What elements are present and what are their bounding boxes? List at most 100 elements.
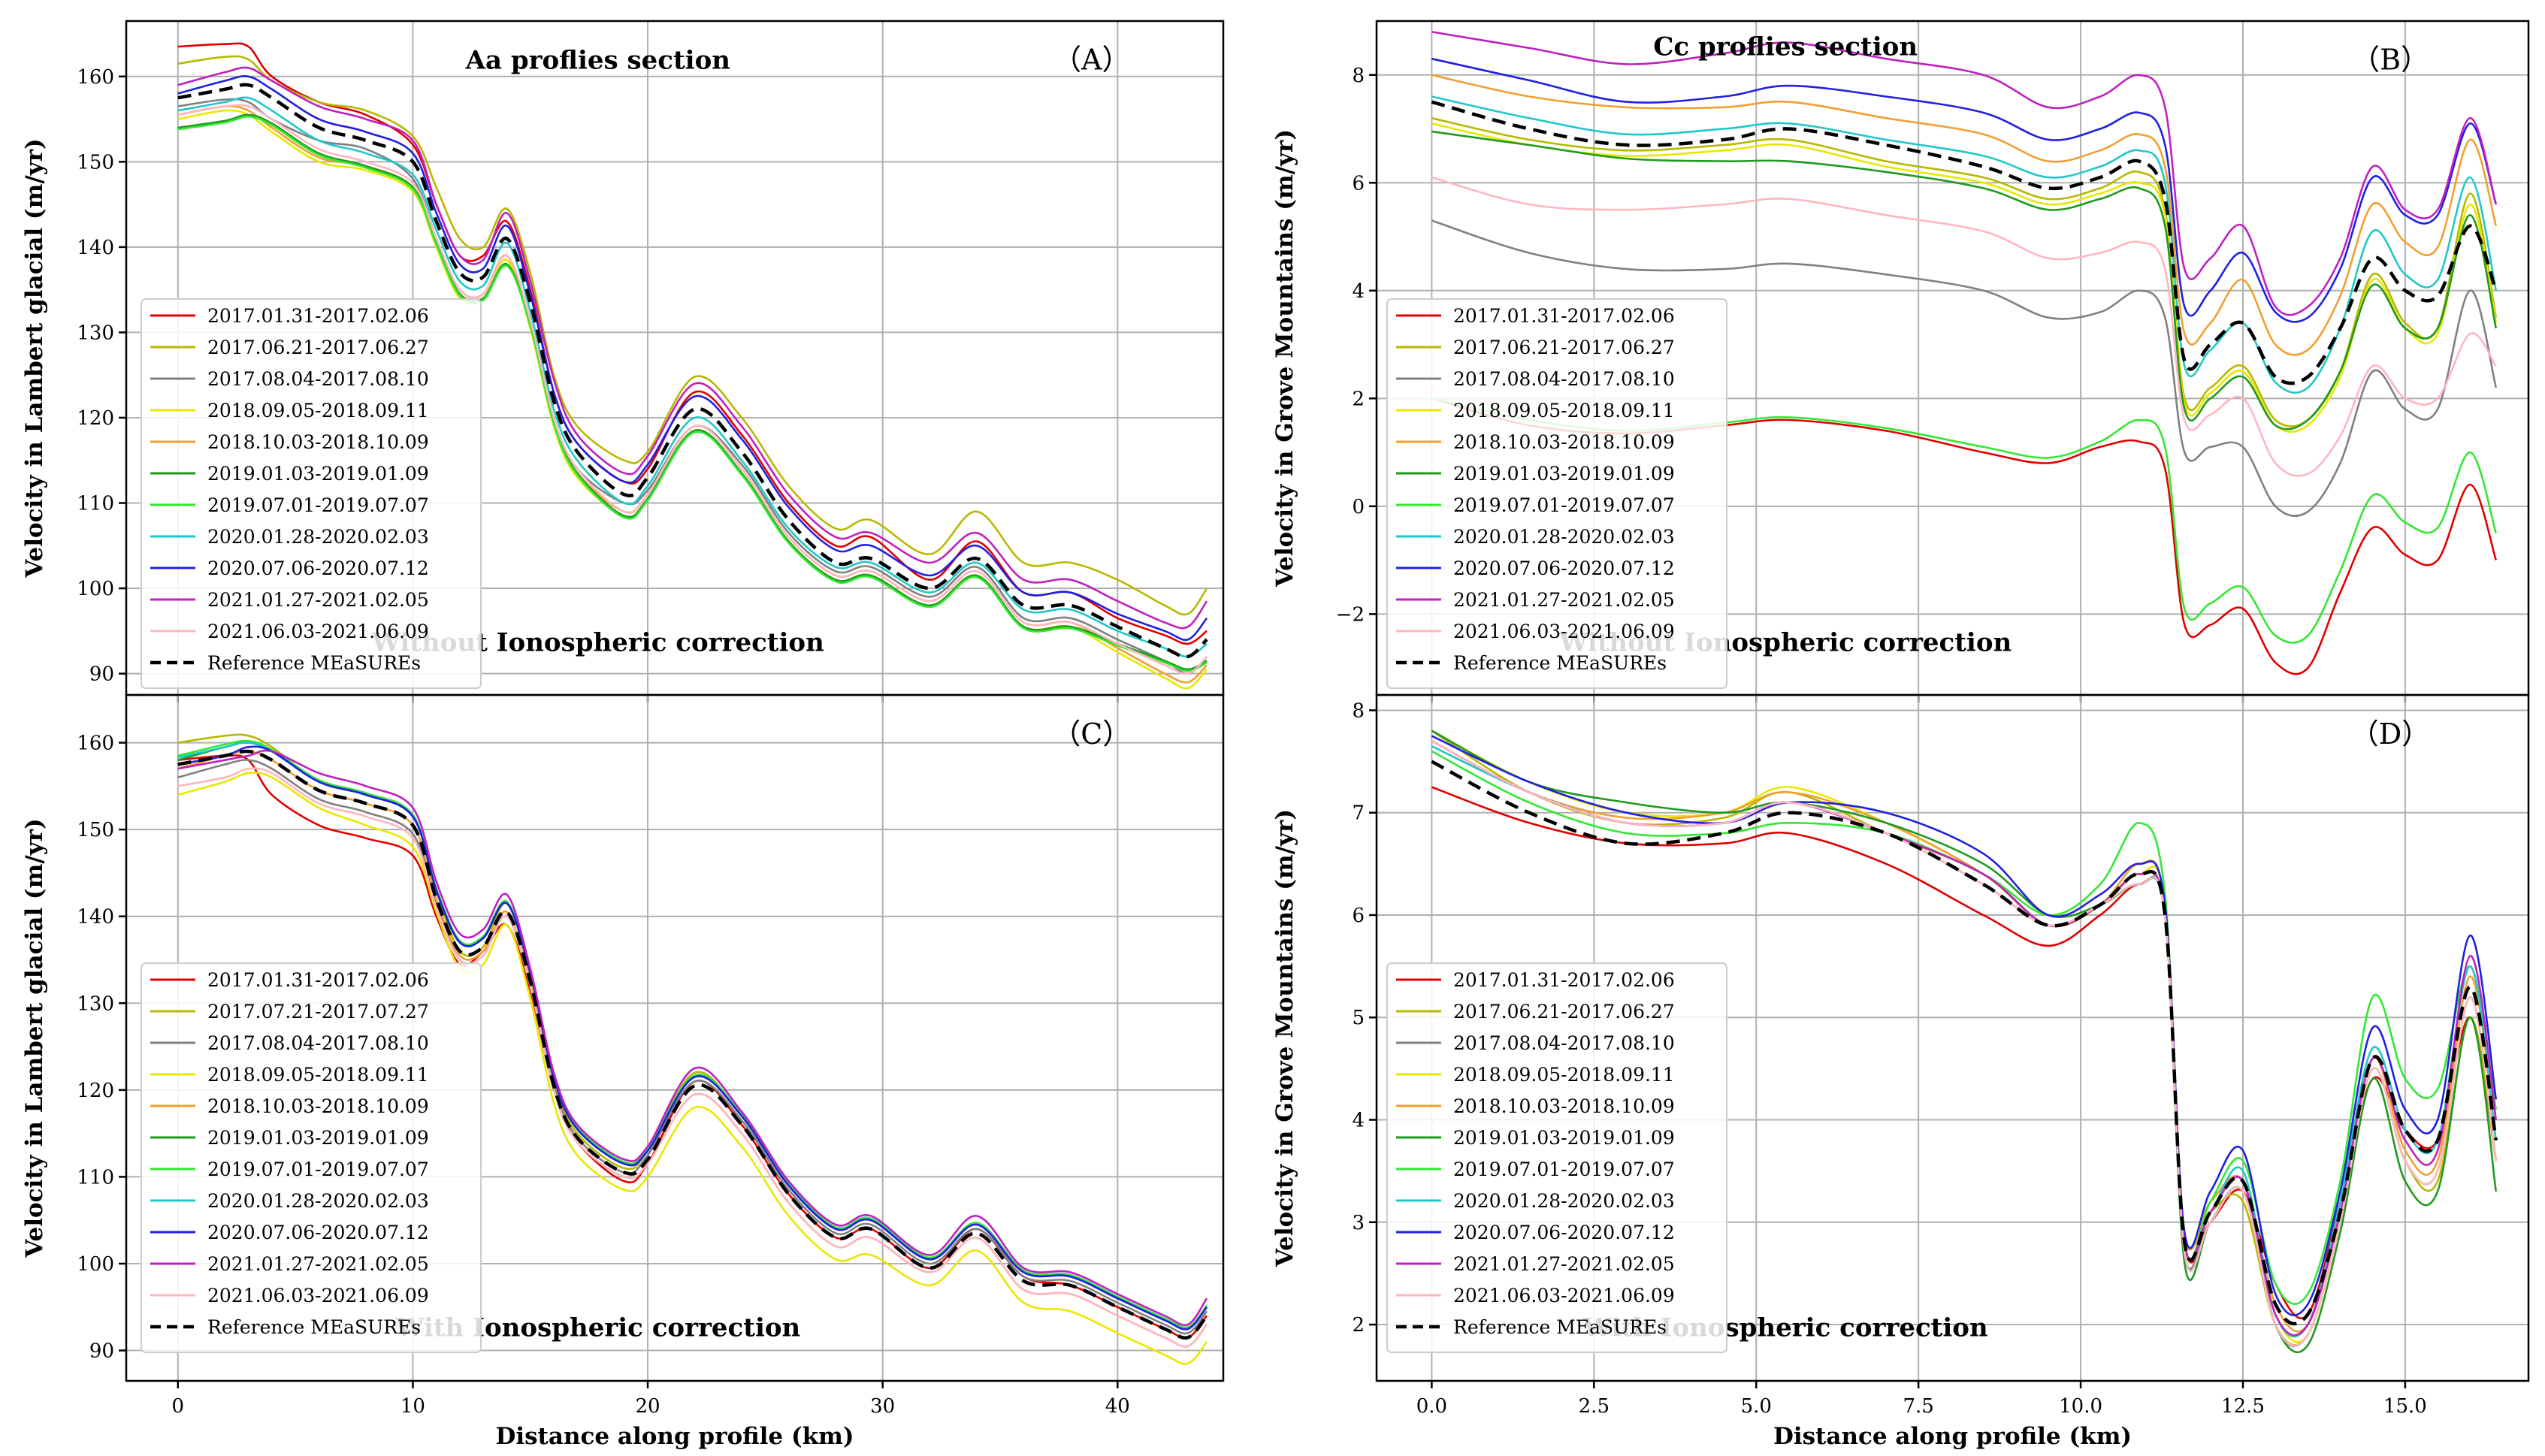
panel-title: Aa proflies section <box>465 45 730 75</box>
series-line-reference <box>177 749 1208 1340</box>
legend-entry: 2021.06.03-2021.06.09 <box>207 621 429 642</box>
series-line-7 <box>177 739 1208 1329</box>
legend-entry: 2020.07.06-2020.07.12 <box>1453 1222 1675 1243</box>
legend-entry: 2017.08.04-2017.08.10 <box>1453 368 1675 390</box>
legend-entry: 2018.10.03-2018.10.09 <box>207 431 429 453</box>
legend-entry: 2021.06.03-2021.06.09 <box>1453 1285 1675 1306</box>
legend-entry: 2020.01.28-2020.02.03 <box>207 1190 429 1212</box>
x-tick-label: 30 <box>870 1395 895 1418</box>
x-tick-label: 5.0 <box>1741 1395 1772 1418</box>
series-line-7 <box>1431 397 2498 644</box>
y-tick-label: 90 <box>89 663 114 686</box>
legend-entry: 2018.10.03-2018.10.09 <box>1453 1095 1675 1117</box>
series-line-3 <box>1431 219 2498 518</box>
x-axis-label: Distance along profile (km) <box>495 1423 854 1450</box>
series-line-9 <box>1431 735 2498 1316</box>
panel-d: 2 3 4 5 6 7 8 0.0 2.5 5.0 7.5 10.0 12.5 15.0 Velocity … <box>1271 693 2530 1450</box>
y-axis-label: Velocity in Lambert glacial (m/yr) <box>21 818 48 1258</box>
legend: 2017.01.31-2017.02.06 2017.07.21-2017.07.… <box>141 962 482 1353</box>
x-tick-label: 0.0 <box>1416 1395 1447 1418</box>
legend-entry: 2019.01.03-2019.01.09 <box>207 1127 429 1149</box>
legend-entry: Reference MEaSUREs <box>1453 1316 1667 1338</box>
panel-c: 90 100 110 120 130 140 150 160 0 10 20 30 40 Velocity… <box>21 693 1225 1450</box>
y-tick-label: 3 <box>1352 1212 1365 1234</box>
series-line-6 <box>177 113 1208 671</box>
series-line-9 <box>177 75 1208 642</box>
y-tick-label: 160 <box>77 66 114 89</box>
legend-entry: 2020.07.06-2020.07.12 <box>207 1222 429 1243</box>
x-tick-label: 10 <box>400 1395 425 1418</box>
legend: 2017.01.31-2017.02.06 2017.06.21-2017.06.… <box>141 298 482 689</box>
legend-entry: 2019.07.01-2019.07.07 <box>1453 494 1675 516</box>
series-line-11 <box>177 767 1208 1348</box>
legend-entry: 2021.01.27-2021.02.05 <box>207 589 429 611</box>
legend-entry: 2018.09.05-2018.09.11 <box>1453 400 1675 421</box>
y-tick-label: 7 <box>1352 802 1365 825</box>
legend-entry: 2018.09.05-2018.09.11 <box>1453 1064 1675 1086</box>
legend-entry: 2021.01.27-2021.02.05 <box>1453 589 1675 611</box>
legend-entry: 2017.01.31-2017.02.06 <box>207 305 429 327</box>
series-line-6 <box>1431 130 2498 430</box>
x-tick-label: 7.5 <box>1903 1395 1933 1418</box>
legend-entry: 2017.08.04-2017.08.10 <box>1453 1032 1675 1054</box>
legend-entry: 2021.06.03-2021.06.09 <box>207 1285 429 1306</box>
y-tick-label: 100 <box>77 1253 114 1276</box>
y-tick-label: 150 <box>77 151 114 174</box>
legend-entry: 2017.06.21-2017.06.27 <box>1453 1001 1675 1023</box>
legend-entry: 2017.01.31-2017.02.06 <box>207 969 429 991</box>
series-line-9 <box>1431 57 2498 323</box>
legend-entry: 2017.08.04-2017.08.10 <box>207 1032 429 1054</box>
x-tick-label: 10.0 <box>2059 1395 2102 1418</box>
panel-letter: （B） <box>2351 43 2429 76</box>
legend-entry: 2021.06.03-2021.06.09 <box>1453 621 1675 642</box>
panel-letter: （C） <box>1052 717 1131 751</box>
y-tick-label: 8 <box>1352 65 1365 87</box>
series-line-reference <box>1431 100 2498 385</box>
legend-entry: 2019.07.01-2019.07.07 <box>207 494 429 516</box>
legend-entry: 2017.06.21-2017.06.27 <box>1453 337 1675 358</box>
legend-entry: 2020.01.28-2020.02.03 <box>1453 1190 1675 1212</box>
legend-entry: 2017.01.31-2017.02.06 <box>1453 969 1675 991</box>
series-line-4 <box>177 772 1208 1365</box>
y-axis-label: Velocity in Grove Mountains (m/yr) <box>1271 129 1298 588</box>
x-tick-label: 2.5 <box>1579 1395 1610 1418</box>
series-line-reference <box>177 83 1208 659</box>
y-tick-label: 6 <box>1352 172 1365 195</box>
y-tick-label: 2 <box>1352 388 1365 410</box>
legend-box <box>1386 298 1727 689</box>
legend-box <box>141 962 482 1353</box>
legend-entry: 2018.10.03-2018.10.09 <box>207 1095 429 1117</box>
y-tick-label: 90 <box>89 1340 114 1363</box>
series-line-11 <box>1431 176 2497 477</box>
y-tick-label: 160 <box>77 733 114 755</box>
legend-entry: 2017.08.04-2017.08.10 <box>207 368 429 390</box>
legend-entry: 2020.01.28-2020.02.03 <box>1453 526 1675 548</box>
y-axis-label: Velocity in Lambert glacial (m/yr) <box>21 138 48 578</box>
legend: 2017.01.31-2017.02.06 2017.06.21-2017.06.… <box>1386 298 1727 689</box>
legend-entry: 2021.01.27-2021.02.05 <box>207 1253 429 1275</box>
y-tick-label: 2 <box>1352 1314 1365 1337</box>
series-line-10 <box>177 66 1208 630</box>
y-tick-label: 140 <box>77 237 114 259</box>
y-tick-label: 150 <box>77 819 114 841</box>
legend-entry: 2018.09.05-2018.09.11 <box>207 400 429 421</box>
x-tick-label: 40 <box>1105 1395 1130 1418</box>
series-line-reference <box>1431 760 2498 1326</box>
legend-entry: 2018.09.05-2018.09.11 <box>207 1064 429 1086</box>
x-axis-label: Distance along profile (km) <box>1773 1423 2132 1450</box>
legend-entry: 2017.07.21-2017.07.27 <box>207 1001 429 1023</box>
plot-frame <box>1375 693 2530 1382</box>
panel-b: −2 0 2 4 6 8 Velocity in Grove Mountains (m/yr… <box>1271 20 2530 702</box>
legend-entry: 2019.07.01-2019.07.07 <box>1453 1158 1675 1180</box>
legend-entry: 2020.07.06-2020.07.12 <box>207 557 429 579</box>
y-tick-label: 0 <box>1352 496 1365 518</box>
series-line-9 <box>177 745 1208 1331</box>
legend-box <box>141 298 482 689</box>
plot-frame <box>125 693 1225 1382</box>
series-line-7 <box>177 115 1208 672</box>
y-tick-label: 130 <box>77 992 114 1015</box>
y-tick-label: 100 <box>77 578 114 600</box>
y-tick-label: 5 <box>1352 1007 1365 1029</box>
y-tick-label: −2 <box>1336 603 1365 626</box>
